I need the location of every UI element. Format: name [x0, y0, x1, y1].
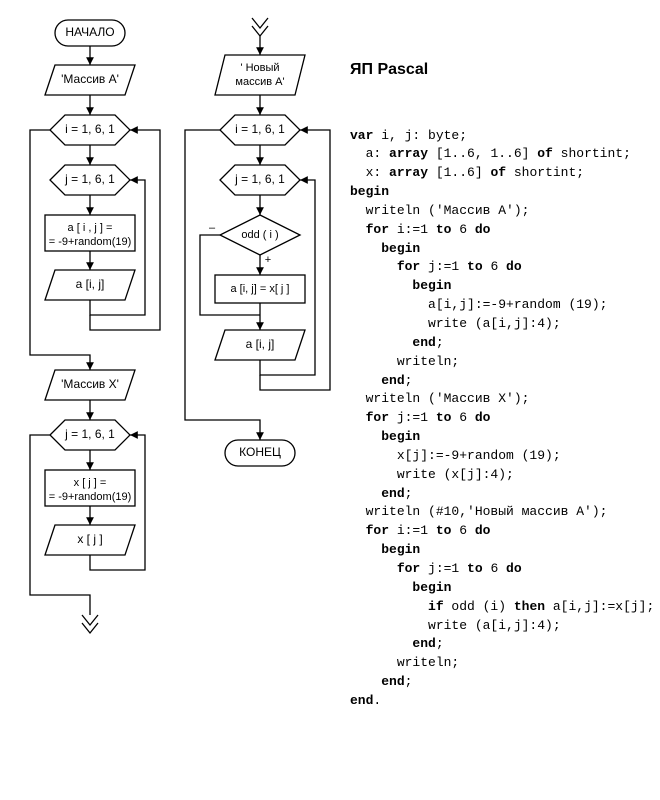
loop-i-label: i = 1, 6, 1 [65, 122, 115, 136]
terminator-end-label: КОНЕЦ [239, 445, 281, 459]
code-line: for j:=1 to 6 do [350, 409, 650, 428]
code-line: end; [350, 485, 650, 504]
code-line: writeln (#10,'Новый массив A'); [350, 503, 650, 522]
loop-j-label: j = 1, 6, 1 [64, 172, 115, 186]
flowchart: НАЧАЛО 'Массив А' i = 1, 6, 1 j = 1, 6, … [0, 0, 350, 800]
code-line: begin [350, 240, 650, 259]
code-line: a[i,j]:=-9+random (19); [350, 296, 650, 315]
code-line: end; [350, 673, 650, 692]
code-line: a: array [1..6, 1..6] of shortint; [350, 145, 650, 164]
code-line: begin [350, 428, 650, 447]
io-new-a-l1: ' Новый [240, 62, 279, 74]
proc-assign-label: a [i, j] = x[ j ] [231, 283, 290, 295]
offpage-in-icon [252, 18, 268, 36]
proc-xj-l1: x [ j ] = [74, 477, 107, 489]
code-line: begin [350, 277, 650, 296]
io-xj-label: x [ j ] [77, 532, 102, 546]
code-body: var i, j: byte; a: array [1..6, 1..6] of… [350, 127, 650, 711]
io-new-a-l2: массив A' [235, 76, 284, 88]
code-line: var i, j: byte; [350, 127, 650, 146]
proc-aij-l1: a [ i , j ] = [68, 222, 113, 234]
code-line: begin [350, 183, 650, 202]
code-line: writeln ('Массив A'); [350, 202, 650, 221]
code-line: writeln; [350, 654, 650, 673]
io-aij-label: a [i, j] [76, 277, 105, 291]
code-line: for i:=1 to 6 do [350, 522, 650, 541]
code-line: for j:=1 to 6 do [350, 560, 650, 579]
loop-j-3-label: j = 1, 6, 1 [234, 172, 285, 186]
col1: НАЧАЛО 'Массив А' i = 1, 6, 1 j = 1, 6, … [30, 20, 160, 633]
code-line: write (a[i,j]:4); [350, 617, 650, 636]
code-line: writeln; [350, 353, 650, 372]
col2: ' Новый массив A' i = 1, 6, 1 j = 1, 6, … [185, 18, 330, 466]
offpage-out-icon [82, 615, 98, 633]
code-line: x: array [1..6] of shortint; [350, 164, 650, 183]
io-massiv-a-label: 'Массив А' [61, 72, 119, 86]
code-line: end; [350, 635, 650, 654]
dec-plus: + [265, 254, 271, 266]
dec-minus: – [209, 222, 216, 234]
io-massiv-x-label: 'Массив X' [61, 377, 119, 391]
page-root: НАЧАЛО 'Массив А' i = 1, 6, 1 j = 1, 6, … [0, 0, 660, 800]
code-panel: ЯП Pascal var i, j: byte; a: array [1..6… [350, 20, 650, 730]
decision-odd-label: odd ( i ) [241, 229, 278, 241]
loop-i-2-label: i = 1, 6, 1 [235, 122, 285, 136]
code-line: for j:=1 to 6 do [350, 258, 650, 277]
proc-xj-l2: = -9+random(19) [49, 491, 132, 503]
code-line: begin [350, 541, 650, 560]
code-line: end; [350, 334, 650, 353]
code-line: x[j]:=-9+random (19); [350, 447, 650, 466]
code-line: if odd (i) then a[i,j]:=x[j]; [350, 598, 650, 617]
proc-aij-l2: = -9+random(19) [49, 236, 132, 248]
code-line: end; [350, 372, 650, 391]
code-line: begin [350, 579, 650, 598]
terminator-start-label: НАЧАЛО [65, 25, 114, 39]
code-line: write (a[i,j]:4); [350, 315, 650, 334]
code-line: end. [350, 692, 650, 711]
code-line: write (x[j]:4); [350, 466, 650, 485]
loop-j2-label: j = 1, 6, 1 [64, 427, 115, 441]
code-line: writeln ('Массив X'); [350, 390, 650, 409]
io-aij-2-label: a [i, j] [246, 337, 275, 351]
code-title: ЯП Pascal [350, 58, 650, 81]
code-line: for i:=1 to 6 do [350, 221, 650, 240]
